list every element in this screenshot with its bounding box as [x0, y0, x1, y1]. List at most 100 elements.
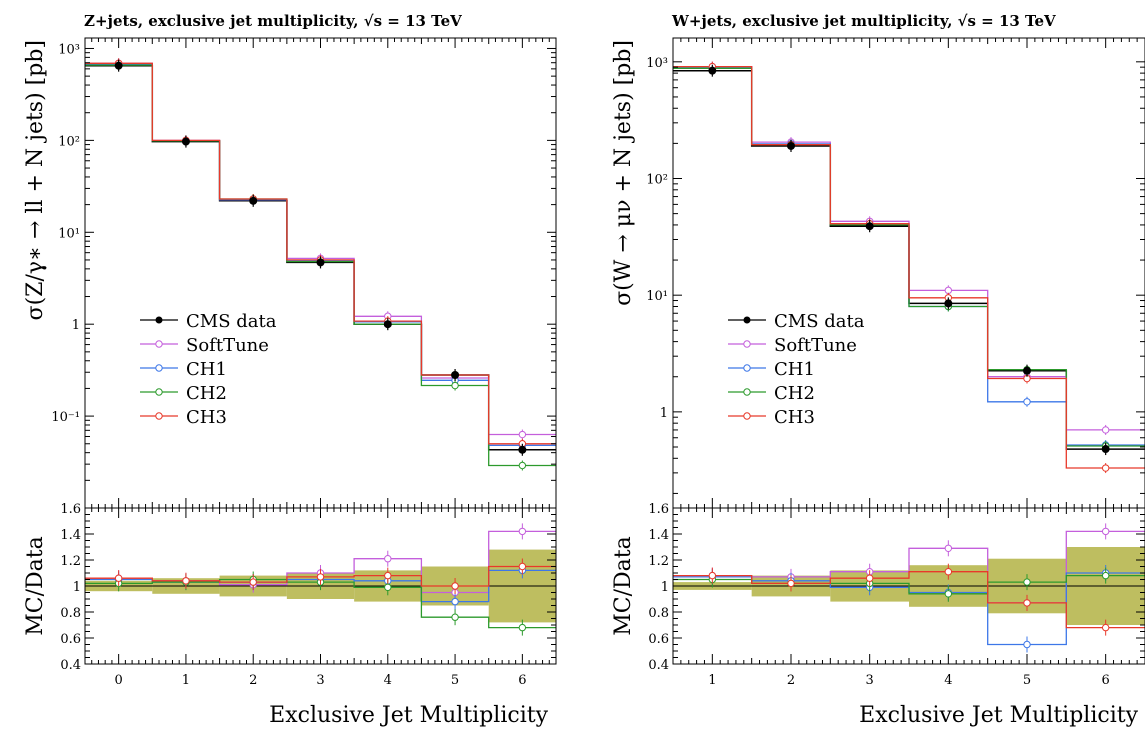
ratio-ch2-point: [518, 623, 527, 632]
ratio-y-tick-label: 1.4: [648, 528, 669, 543]
legend-marker: [155, 316, 163, 324]
ratio-y-tick-label: 1.2: [60, 554, 81, 569]
ratio-ch2-point: [1023, 578, 1031, 586]
data-point: [1101, 445, 1110, 454]
data-point: [708, 66, 717, 75]
x-tick-label: 2: [787, 673, 795, 688]
legend-label: CH2: [186, 383, 227, 404]
legend-label: CMS data: [186, 311, 277, 332]
ratio-ch3-point: [316, 573, 325, 581]
ratio-ch2-point: [1101, 571, 1110, 580]
ratio-ch3-point: [944, 568, 953, 576]
legend-label: CH1: [186, 359, 227, 380]
ratio-ch3-line: [673, 571, 1145, 629]
ratio-y-tick-label: 0.4: [648, 658, 669, 673]
y-tick-label: 10¹: [58, 226, 80, 241]
x-tick-label: 0: [115, 673, 123, 688]
data-point: [316, 258, 325, 267]
data-point: [865, 222, 874, 231]
ratio-ch3-point: [518, 562, 527, 571]
y-tick-label: 10³: [58, 42, 80, 57]
y-axis-label: σ(W → μν + N jets) [pb]: [611, 40, 636, 306]
x-tick-label: 1: [708, 673, 716, 688]
ratio-softtune-point: [1101, 527, 1110, 536]
legend-label: CH3: [186, 407, 227, 428]
x-tick-label: 4: [384, 673, 392, 688]
legend-marker: [743, 316, 751, 324]
ratio-y-tick-label: 1.4: [60, 528, 81, 543]
ratio-y-tick-label: 0.8: [648, 606, 669, 621]
y-tick-label: 10³: [646, 56, 668, 71]
legend-marker: [743, 412, 751, 420]
ratio-y-tick-label: 1.6: [648, 502, 669, 517]
legend-label: CMS data: [774, 311, 865, 332]
x-tick-label: 6: [1102, 673, 1110, 688]
legend-marker: [155, 364, 163, 372]
chart-title: W+jets, exclusive jet multiplicity, √s =…: [671, 12, 1056, 30]
ratio-y-tick-label: 1: [661, 580, 669, 595]
x-axis-label: Exclusive Jet Multiplicity: [269, 703, 548, 728]
x-tick-label: 3: [866, 673, 874, 688]
ratio-ch3-point: [114, 574, 123, 582]
ratio-softtune-point: [944, 544, 953, 552]
legend-marker: [743, 388, 751, 396]
x-tick-label: 5: [1023, 673, 1031, 688]
ratio-softtune-point: [384, 555, 392, 563]
ratio-y-tick-label: 1.2: [648, 554, 669, 569]
legend-label: CH3: [774, 407, 815, 428]
ratio-ch1-point: [451, 597, 459, 606]
y-axis-label: σ(Z/γ∗ → ll + N jets) [pb]: [23, 40, 48, 320]
ratio-ch3-point: [1023, 599, 1031, 607]
series-ch1-point: [1023, 398, 1031, 406]
data-point: [249, 196, 258, 205]
data-point: [114, 61, 123, 70]
ratio-ch3-point: [451, 582, 459, 590]
ratio-ch3-point: [182, 577, 190, 585]
series-softtune-point: [944, 286, 953, 295]
data-point: [181, 137, 190, 146]
ratio-ch3-point: [1101, 623, 1110, 632]
legend-marker: [155, 412, 163, 420]
series-ch3-line: [673, 65, 1145, 469]
x-tick-label: 6: [518, 673, 526, 688]
ratio-y-tick-label: 0.4: [60, 658, 81, 673]
chart-title: Z+jets, exclusive jet multiplicity, √s =…: [84, 12, 462, 30]
y-tick-label: 10¹: [646, 289, 668, 304]
legend-marker: [743, 364, 751, 372]
legend-label: CH1: [774, 359, 815, 380]
y-tick-label: 10²: [58, 134, 80, 149]
ratio-ch2-point: [944, 590, 953, 598]
series-ch3-point: [1101, 464, 1110, 472]
y-tick-label: 1: [72, 318, 80, 333]
ratio-axis-label: MC/Data: [611, 536, 636, 635]
data-point: [787, 141, 795, 150]
data-point: [518, 445, 527, 454]
series-ch2-point: [518, 461, 527, 470]
series-softtune-point: [518, 430, 527, 439]
ratio-y-tick-label: 1.6: [60, 502, 81, 517]
ratio-ch3-point: [865, 574, 874, 582]
y-tick-label: 1: [660, 406, 668, 421]
x-axis-label: Exclusive Jet Multiplicity: [859, 703, 1138, 728]
ratio-ch2-point: [384, 583, 392, 591]
legend-marker: [743, 340, 751, 348]
ratio-ch1-point: [1023, 640, 1031, 649]
x-tick-label: 5: [451, 673, 459, 688]
data-point: [1023, 366, 1031, 375]
legend-label: CH2: [774, 383, 815, 404]
legend-label: SoftTune: [774, 335, 857, 356]
ratio-softtune-point: [518, 527, 527, 536]
legend-marker: [155, 388, 163, 396]
panel-zjets: Z+jets, exclusive jet multiplicity, √s =…: [23, 12, 557, 728]
x-tick-label: 4: [944, 673, 952, 688]
ratio-ch3-point: [384, 571, 392, 580]
y-tick-label: 10²: [646, 172, 668, 187]
ratio-ch2-point: [451, 613, 459, 621]
series-softtune-point: [1101, 426, 1110, 434]
ratio-y-tick-label: 1: [73, 580, 81, 595]
data-point: [383, 320, 392, 329]
panel-wjets: W+jets, exclusive jet multiplicity, √s =…: [611, 12, 1145, 728]
main-plot-frame: [84, 37, 557, 509]
data-point: [944, 299, 953, 308]
y-tick-label: 10⁻¹: [51, 410, 80, 425]
